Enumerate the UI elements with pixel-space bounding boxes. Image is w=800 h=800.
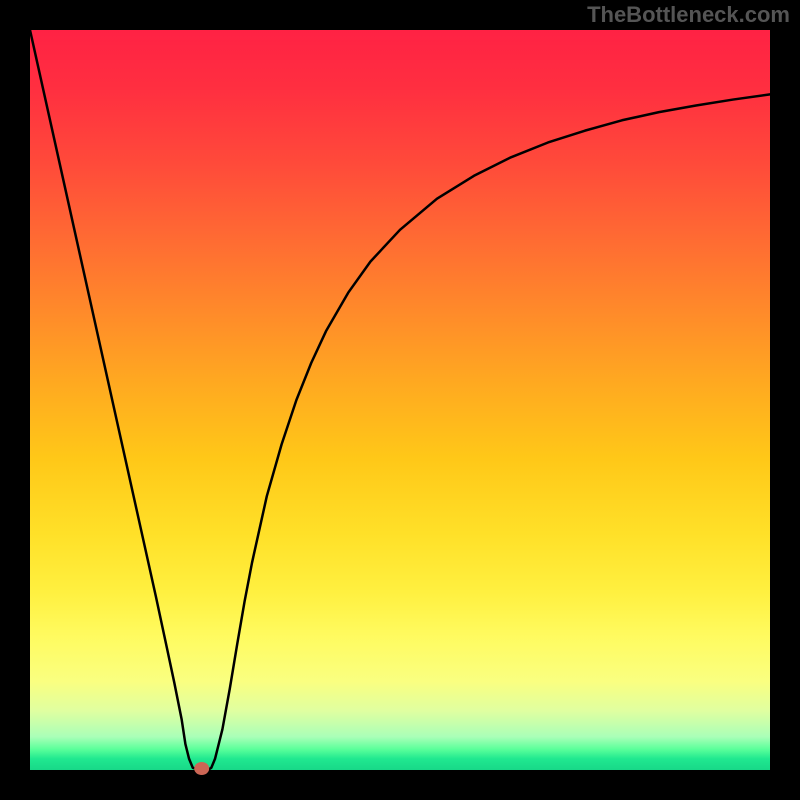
- chart-container: TheBottleneck.com: [0, 0, 800, 800]
- watermark-text: TheBottleneck.com: [587, 2, 790, 28]
- bottleneck-chart: [0, 0, 800, 800]
